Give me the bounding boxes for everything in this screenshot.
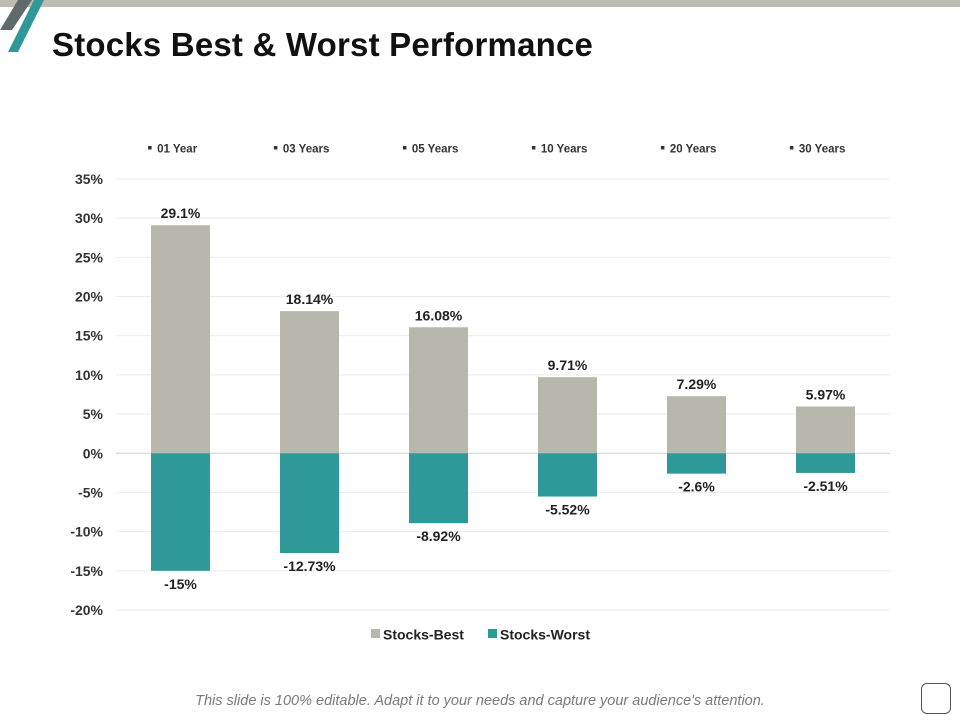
category-label: 05 Years (412, 144, 458, 156)
bar-stocks-worst (667, 453, 726, 474)
category-bullet (402, 146, 407, 150)
data-label-best: 9.71% (548, 357, 588, 373)
y-tick-label: 15% (75, 328, 104, 344)
data-label-best: 5.97% (806, 386, 846, 402)
bar-stocks-worst (280, 453, 339, 554)
y-tick-label: -5% (78, 484, 103, 500)
y-tick-label: 5% (83, 406, 104, 422)
bar-stocks-worst (538, 453, 597, 497)
category-label: 30 Years (799, 144, 845, 156)
bar-stocks-best (409, 327, 468, 454)
category-bullet (789, 146, 794, 150)
bar-stocks-best (151, 225, 210, 454)
category-bullet (660, 146, 665, 150)
corner-accent (0, 0, 44, 52)
category-label: 10 Years (541, 144, 587, 156)
legend-swatch-worst (488, 629, 497, 638)
bar-stocks-best (796, 406, 855, 454)
corner-stripe-dark (0, 0, 32, 30)
category-bullet (273, 146, 278, 150)
data-label-worst: -5.52% (545, 502, 590, 518)
data-label-worst: -15% (164, 576, 197, 592)
y-tick-label: 10% (75, 367, 104, 383)
category-bullet (148, 146, 152, 150)
y-tick-label: -10% (70, 524, 103, 540)
bar-stocks-worst (409, 453, 468, 524)
bar-stocks-worst (796, 453, 855, 473)
corner-stripe-teal (8, 0, 44, 52)
data-label-worst: -2.6% (678, 479, 715, 495)
y-tick-label: -20% (70, 602, 103, 618)
data-label-worst: -8.92% (416, 528, 461, 544)
y-tick-label: 35% (75, 171, 104, 187)
bar-stocks-best (538, 377, 597, 454)
data-label-best: 7.29% (677, 376, 717, 392)
bar-stocks-best (667, 396, 726, 454)
data-label-worst: -2.51% (803, 478, 848, 494)
category-bullet (531, 146, 536, 150)
data-label-best: 18.14% (286, 291, 334, 307)
slide-title: Stocks Best & Worst Performance (52, 26, 594, 63)
top-rule (0, 0, 960, 7)
category-label: 20 Years (670, 144, 716, 156)
y-tick-label: -15% (70, 563, 103, 579)
category-label: 01 Year (157, 144, 198, 156)
y-tick-label: 20% (75, 289, 104, 305)
legend-swatch-best (371, 629, 380, 638)
legend-label-best: Stocks-Best (383, 627, 464, 643)
data-label-worst: -12.73% (283, 558, 336, 574)
y-tick-label: 0% (83, 445, 104, 461)
bar-stocks-best (280, 311, 339, 454)
y-tick-label: 25% (75, 249, 104, 265)
y-tick-label: 30% (75, 210, 104, 226)
slide-nav-button[interactable] (921, 683, 951, 714)
category-label: 03 Years (283, 144, 329, 156)
legend-label-worst: Stocks-Worst (500, 627, 590, 643)
data-label-best: 16.08% (415, 307, 463, 323)
bar-stocks-worst (151, 453, 210, 571)
data-label-best: 29.1% (161, 205, 201, 221)
footer-note: This slide is 100% editable. Adapt it to… (195, 693, 765, 709)
